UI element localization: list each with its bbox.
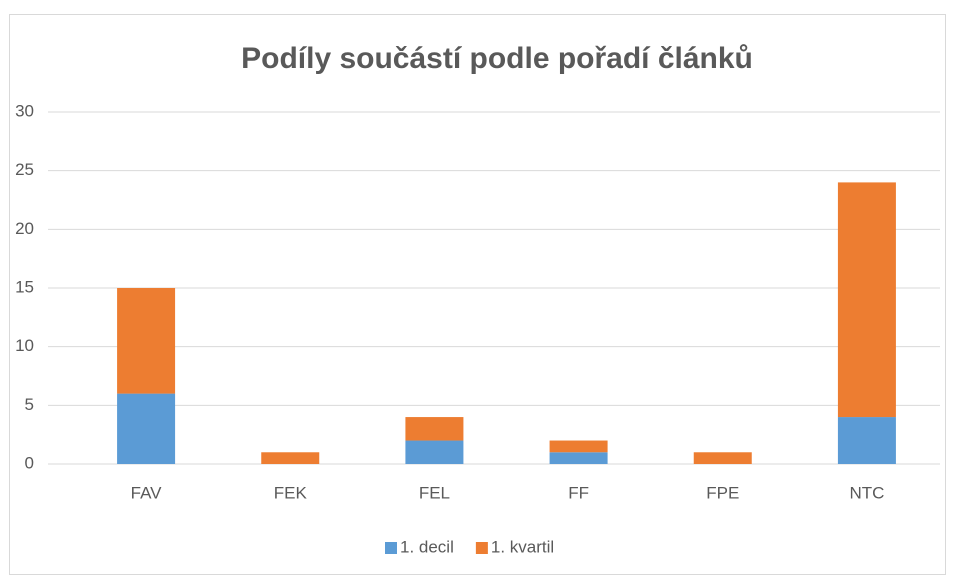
bar-segment [549,440,608,453]
bar-segment [405,440,464,464]
legend-label: 1. decil [400,537,454,556]
bar-segment [405,417,464,441]
legend-swatch [475,542,488,554]
bar-segment [837,417,896,464]
x-tick-label: FF [568,483,589,502]
x-tick-label: FEL [419,483,450,502]
legend-swatch [385,542,397,554]
x-tick-label: FPE [706,483,739,502]
y-tick-label: 25 [15,160,34,179]
x-tick-label: NTC [849,483,884,502]
y-tick-label: 15 [15,277,34,296]
bar-segment [117,288,176,394]
legend-label: 1. kvartil [491,537,554,556]
bar-segment [549,452,608,464]
chart-title: Podíly součástí podle pořadí článků [241,42,753,75]
bar-segment [261,452,320,464]
bar-segment [117,393,176,464]
y-tick-label: 5 [25,395,34,414]
y-tick-label: 30 [15,101,34,120]
y-tick-label: 0 [25,453,34,472]
bar-segment [693,452,752,464]
x-tick-label: FEK [274,483,308,502]
y-tick-label: 20 [15,219,34,238]
x-tick-label: FAV [131,483,163,502]
bar-segment [837,182,896,418]
y-tick-label: 10 [15,336,34,355]
